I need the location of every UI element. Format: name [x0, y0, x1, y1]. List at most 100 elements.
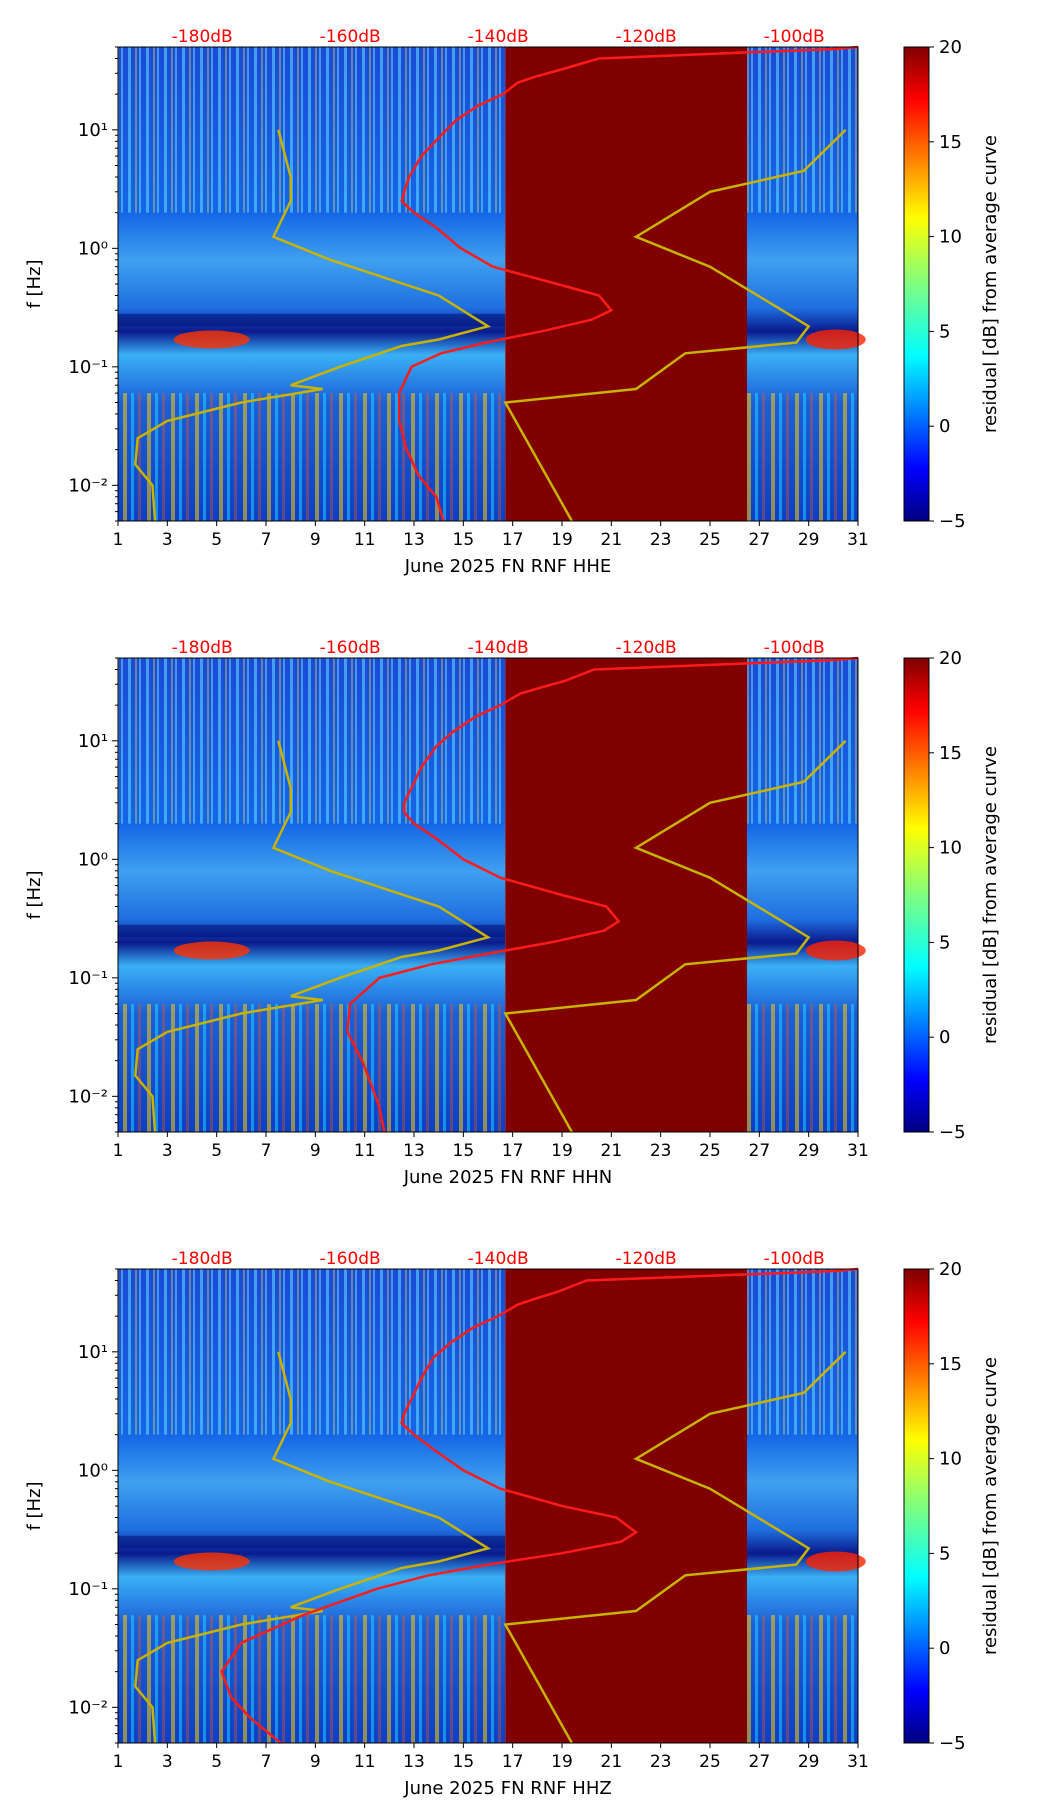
colorbar-tick-label: 20 [939, 37, 962, 58]
colorbar-tick-label: 10 [939, 227, 962, 248]
hf-stripes-left [118, 658, 506, 824]
colorbar-tick-label: 20 [939, 648, 962, 669]
x-tick-label: 5 [211, 1752, 222, 1772]
yellow-model-curve-left [134, 129, 492, 522]
lf-stripes-right [747, 1004, 858, 1132]
x-tick-label: 19 [551, 1752, 573, 1772]
y-tick-label: 10⁻¹ [68, 357, 108, 378]
yellow-model-curve-left [134, 1351, 492, 1744]
top-db-label: -120dB [616, 27, 677, 47]
x-tick-label: 3 [162, 1752, 173, 1772]
x-tick-label: 11 [354, 1752, 376, 1772]
low-noise-band [118, 924, 506, 938]
x-axis-label: June 2025 FN RNF HHN [403, 1167, 613, 1188]
colorbar-tick-label: 0 [939, 1638, 950, 1659]
panels-layer: 1 3 5 7 9 11 13 15 17 19 21 23 25 27 29 3110⁻²10⁻¹10⁰10… [24, 27, 1001, 1799]
colorbar [903, 1268, 930, 1744]
spectrogram-panel-1: 1 3 5 7 9 11 13 15 17 19 21 23 25 27 29 3110⁻²10⁻¹10⁰10… [24, 27, 1001, 577]
colorbar-tick-label: −5 [939, 1122, 966, 1143]
x-tick-label: 27 [749, 1141, 771, 1161]
x-tick-label: 23 [650, 1141, 672, 1161]
x-tick-label: 13 [403, 1752, 425, 1772]
x-tick-label: 9 [310, 530, 321, 550]
x-tick-label: 11 [354, 530, 376, 550]
x-tick-label: 15 [453, 530, 475, 550]
x-tick-label: 29 [798, 530, 820, 550]
microseism-hotspot-left [173, 941, 250, 960]
red-average-curve [220, 1267, 859, 1744]
x-tick-label: 31 [847, 1141, 869, 1161]
y-tick-label: 10⁰ [78, 1460, 108, 1481]
colorbar-tick-label: 5 [939, 1543, 950, 1564]
y-tick-label: 10⁻¹ [68, 1579, 108, 1600]
x-tick-label: 1 [113, 1141, 124, 1161]
x-tick-label: 23 [650, 1752, 672, 1772]
x-tick-label: 29 [798, 1752, 820, 1772]
data-gap-region [505, 1269, 747, 1743]
low-noise-band [118, 313, 506, 327]
y-tick-label: 10⁻² [68, 475, 108, 496]
yellow-model-curve-left [134, 740, 492, 1133]
x-tick-label: 17 [502, 1141, 524, 1161]
x-tick-label: 31 [847, 1752, 869, 1772]
y-tick-label: 10⁻² [68, 1697, 108, 1718]
lf-stripes-right [747, 1615, 858, 1743]
x-tick-label: 31 [847, 530, 869, 550]
x-tick-label: 15 [453, 1752, 475, 1772]
top-db-label: -160dB [320, 638, 381, 658]
x-tick-label: 5 [211, 530, 222, 550]
hf-stripes-right [747, 47, 858, 213]
colorbar [903, 657, 930, 1133]
x-tick-label: 7 [261, 1752, 272, 1772]
hf-stripes-right [747, 658, 858, 824]
top-db-label: -160dB [320, 27, 381, 47]
x-tick-label: 21 [601, 1141, 623, 1161]
x-tick-label: 29 [798, 1141, 820, 1161]
x-tick-label: 17 [502, 530, 524, 550]
top-db-label: -180dB [172, 638, 233, 658]
colorbar-tick-label: 5 [939, 321, 950, 342]
x-tick-label: 21 [601, 1752, 623, 1772]
lf-stripes-left [118, 1004, 506, 1132]
top-db-label: -180dB [172, 27, 233, 47]
top-db-label: -140dB [468, 1249, 529, 1269]
top-db-label: -120dB [616, 638, 677, 658]
x-tick-label: 5 [211, 1141, 222, 1161]
lf-stripes-left [118, 1615, 506, 1743]
low-noise-band [118, 1535, 506, 1549]
hf-stripes-left [118, 1269, 506, 1435]
x-tick-label: 21 [601, 530, 623, 550]
top-db-label: -100dB [764, 638, 825, 658]
x-tick-label: 3 [162, 1141, 173, 1161]
x-tick-label: 15 [453, 1141, 475, 1161]
colorbar-tick-label: 10 [939, 838, 962, 859]
top-db-label: -140dB [468, 27, 529, 47]
hf-stripes-right [747, 1269, 858, 1435]
colorbar-label: residual [dB] from average curve [980, 1357, 1001, 1655]
x-tick-label: 3 [162, 530, 173, 550]
x-tick-label: 13 [403, 530, 425, 550]
x-tick-label: 25 [699, 1141, 721, 1161]
colorbar-tick-label: 0 [939, 1027, 950, 1048]
colorbar-tick-label: 5 [939, 932, 950, 953]
colorbar-tick-label: −5 [939, 511, 966, 532]
y-axis-label: f [Hz] [24, 870, 45, 919]
top-db-label: -160dB [320, 1249, 381, 1269]
top-db-label: -140dB [468, 638, 529, 658]
x-tick-label: 7 [261, 530, 272, 550]
yellow-model-curve-right [503, 128, 847, 522]
data-gap-region [505, 47, 747, 521]
x-tick-label: 1 [113, 530, 124, 550]
y-tick-label: 10⁰ [78, 849, 108, 870]
microseism-hotspot-right [805, 940, 866, 961]
microseism-hotspot-right [805, 329, 866, 350]
y-tick-label: 10⁻¹ [68, 968, 108, 989]
top-db-label: -100dB [764, 27, 825, 47]
red-average-curve [397, 45, 859, 522]
lf-stripes-left [118, 393, 506, 521]
x-tick-label: 25 [699, 1752, 721, 1772]
x-tick-label: 27 [749, 1752, 771, 1772]
lf-stripes-right [747, 393, 858, 521]
microseism-hotspot-left [173, 1552, 250, 1571]
